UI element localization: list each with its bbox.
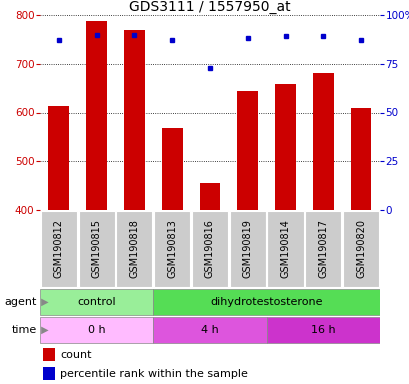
Title: GDS3111 / 1557950_at: GDS3111 / 1557950_at	[129, 0, 290, 14]
Bar	[162, 128, 182, 210]
Bar	[229, 211, 265, 287]
Bar	[304, 211, 341, 287]
Bar	[86, 22, 107, 210]
Bar	[40, 290, 153, 314]
Bar	[43, 348, 55, 361]
Text: GSM190817: GSM190817	[317, 220, 328, 278]
Bar	[153, 318, 266, 343]
Text: time: time	[12, 325, 37, 335]
Bar	[199, 183, 220, 210]
Text: GSM190814: GSM190814	[280, 220, 290, 278]
Bar	[79, 211, 115, 287]
Text: agent: agent	[4, 297, 37, 307]
Bar	[267, 211, 303, 287]
Bar	[191, 211, 227, 287]
Text: 16 h: 16 h	[310, 325, 335, 335]
Text: GSM190820: GSM190820	[355, 220, 365, 278]
Text: control: control	[77, 297, 116, 307]
Bar	[274, 84, 295, 210]
Text: GSM190813: GSM190813	[167, 220, 177, 278]
Bar	[40, 318, 153, 343]
Text: count: count	[60, 350, 92, 360]
Bar	[40, 211, 77, 287]
Text: GSM190812: GSM190812	[54, 220, 64, 278]
Bar	[312, 73, 333, 210]
Bar	[350, 108, 371, 210]
Bar	[154, 211, 190, 287]
Bar	[237, 91, 258, 210]
Bar	[153, 290, 379, 314]
Text: ▶: ▶	[38, 325, 49, 335]
Text: 4 h: 4 h	[201, 325, 218, 335]
Bar	[342, 211, 378, 287]
Bar	[266, 318, 379, 343]
Text: GSM190816: GSM190816	[204, 220, 214, 278]
Text: dihydrotestosterone: dihydrotestosterone	[210, 297, 322, 307]
Text: GSM190818: GSM190818	[129, 220, 139, 278]
Bar	[124, 30, 144, 210]
Bar	[48, 106, 69, 210]
Bar	[116, 211, 152, 287]
Text: GSM190815: GSM190815	[92, 220, 101, 278]
Text: ▶: ▶	[38, 297, 49, 307]
Text: GSM190819: GSM190819	[242, 220, 252, 278]
Text: 0 h: 0 h	[88, 325, 105, 335]
Text: percentile rank within the sample: percentile rank within the sample	[60, 369, 248, 379]
Bar	[43, 367, 55, 380]
